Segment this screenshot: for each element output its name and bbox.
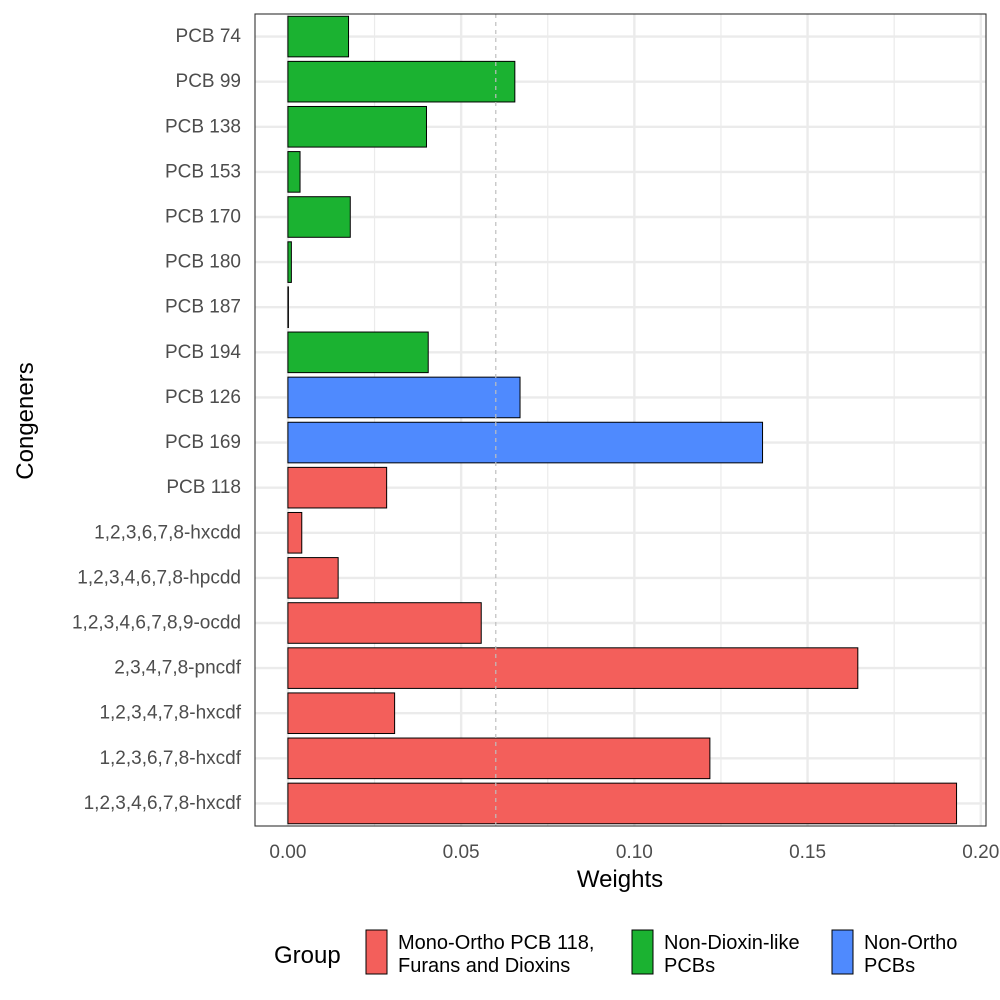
- bar: [287, 60, 516, 103]
- bars: [287, 15, 958, 825]
- y-tick-label: PCB 169: [165, 432, 241, 453]
- bar: [287, 151, 301, 193]
- bar: [287, 466, 388, 509]
- y-tick-label: PCB 118: [166, 477, 241, 498]
- bar: [287, 421, 764, 464]
- y-tick-label: PCB 180: [165, 252, 241, 273]
- x-tick-label: 0.00: [269, 842, 306, 863]
- bar: [287, 376, 521, 419]
- bar: [287, 241, 292, 283]
- legend-key: [631, 929, 654, 975]
- y-tick-label: PCB 153: [165, 161, 241, 182]
- y-tick-label: 1,2,3,4,6,7,8-hxcdf: [84, 793, 242, 814]
- y-tick-label: PCB 126: [165, 387, 241, 408]
- x-axis-title: Weights: [577, 866, 663, 893]
- bar: [287, 15, 350, 58]
- legend: Group Mono-Ortho PCB 118,Furans and Diox…: [274, 929, 957, 977]
- legend-label: PCBs: [664, 955, 715, 977]
- y-tick-label: PCB 138: [165, 116, 241, 137]
- x-tick-label: 0.20: [962, 842, 999, 863]
- bar: [287, 737, 711, 780]
- legend-label: Furans and Dioxins: [398, 955, 570, 977]
- y-tick-label: 1,2,3,6,7,8-hxcdf: [99, 748, 241, 769]
- legend-label: Non-Dioxin-like: [664, 932, 800, 954]
- bar: [287, 105, 427, 148]
- bar: [287, 647, 859, 689]
- y-tick-label: PCB 170: [165, 207, 241, 228]
- bar: [287, 331, 429, 374]
- x-tick-label: 0.05: [443, 842, 480, 863]
- y-tick-label: 2,3,4,7,8-pncdf: [114, 658, 241, 679]
- y-tick-label: 1,2,3,4,6,7,8-hpcdd: [77, 567, 241, 588]
- y-tick-labels: PCB 74 PCB 99 PCB 138 PCB 153 PCB 170 PCB 180…: [72, 26, 242, 814]
- legend-label: PCBs: [864, 955, 915, 977]
- bar: [287, 511, 303, 554]
- legend-key: [831, 929, 854, 975]
- bar: [287, 782, 958, 825]
- legend-label: Non-Ortho: [864, 932, 957, 954]
- legend-title: Group: [274, 942, 341, 969]
- x-tick-labels: 0.00 0.05 0.10 0.15 0.20: [269, 842, 999, 863]
- panel-border: [254, 13, 987, 827]
- bar: [287, 196, 351, 238]
- x-tick-label: 0.10: [616, 842, 653, 863]
- legend-label: Mono-Ortho PCB 118,: [398, 932, 594, 954]
- y-tick-label: PCB 187: [165, 297, 241, 318]
- y-axis-title: Congeners: [12, 362, 39, 479]
- x-tick-label: 0.15: [789, 842, 826, 863]
- bar: [287, 692, 396, 735]
- y-tick-label: 1,2,3,6,7,8-hxcdd: [94, 522, 241, 543]
- bar: [287, 602, 482, 644]
- y-tick-label: PCB 99: [176, 71, 241, 92]
- bar: [287, 286, 289, 329]
- y-tick-label: PCB 74: [176, 26, 242, 47]
- y-tick-label: 1,2,3,4,7,8-hxcdf: [99, 703, 241, 724]
- bar: [287, 557, 339, 599]
- y-tick-label: 1,2,3,4,6,7,8,9-ocdd: [72, 613, 241, 634]
- legend-key: [365, 929, 388, 975]
- y-tick-label: PCB 194: [165, 342, 241, 363]
